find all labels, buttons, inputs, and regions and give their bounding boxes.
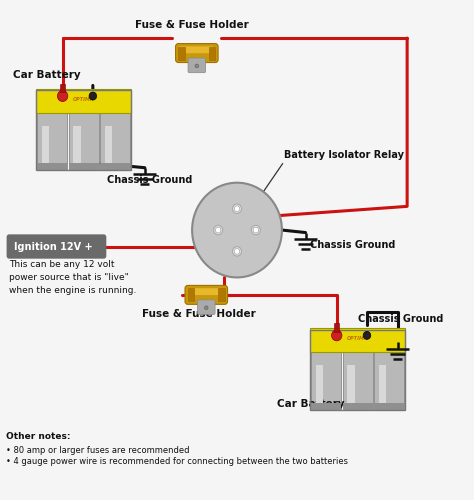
Bar: [310, 330, 405, 409]
Text: power source that is "live": power source that is "live": [9, 274, 129, 282]
Bar: [209, 46, 215, 60]
Bar: [311, 352, 341, 410]
Bar: [37, 164, 67, 170]
FancyBboxPatch shape: [310, 328, 405, 352]
Text: OPTIMA: OPTIMA: [346, 336, 368, 342]
Circle shape: [216, 227, 221, 233]
Circle shape: [57, 90, 68, 102]
Text: when the engine is running.: when the engine is running.: [9, 286, 137, 296]
Circle shape: [233, 204, 241, 214]
Bar: [73, 126, 81, 166]
Bar: [218, 288, 225, 302]
Circle shape: [204, 306, 208, 310]
Bar: [347, 366, 355, 406]
FancyBboxPatch shape: [36, 89, 131, 113]
FancyBboxPatch shape: [198, 300, 215, 314]
Text: Car Battery: Car Battery: [277, 399, 345, 409]
FancyBboxPatch shape: [185, 286, 228, 304]
Text: Car Battery: Car Battery: [12, 70, 80, 80]
Text: Chassis Ground: Chassis Ground: [357, 314, 443, 324]
Text: This can be any 12 volt: This can be any 12 volt: [9, 260, 115, 270]
Circle shape: [192, 182, 282, 278]
Bar: [374, 402, 404, 409]
FancyBboxPatch shape: [188, 288, 222, 295]
Text: Chassis Ground: Chassis Ground: [310, 240, 396, 250]
Circle shape: [363, 332, 371, 340]
Circle shape: [251, 226, 260, 235]
Text: • 4 gauge power wire is recommended for connecting between the two batteries: • 4 gauge power wire is recommended for …: [6, 457, 348, 466]
Text: Battery Isolator Relay: Battery Isolator Relay: [284, 150, 404, 160]
FancyBboxPatch shape: [179, 46, 213, 53]
Bar: [42, 126, 49, 166]
Text: Ignition 12V +: Ignition 12V +: [14, 242, 92, 252]
Text: Fuse & Fuse Holder: Fuse & Fuse Holder: [136, 20, 249, 30]
Circle shape: [253, 227, 258, 233]
Bar: [374, 352, 404, 410]
Bar: [188, 288, 194, 302]
Bar: [100, 113, 130, 170]
Text: Fuse & Fuse Holder: Fuse & Fuse Holder: [143, 310, 256, 320]
Text: OPTIMA: OPTIMA: [73, 97, 94, 102]
Circle shape: [195, 64, 199, 68]
Text: • 80 amp or larger fuses are recommended: • 80 amp or larger fuses are recommended: [6, 446, 190, 455]
Text: Chassis Ground: Chassis Ground: [107, 174, 192, 184]
Circle shape: [233, 246, 241, 256]
Bar: [36, 90, 131, 170]
Circle shape: [214, 226, 223, 235]
Bar: [69, 164, 99, 170]
FancyBboxPatch shape: [7, 235, 106, 258]
Bar: [343, 402, 373, 409]
Circle shape: [234, 206, 240, 212]
Bar: [178, 46, 185, 60]
Circle shape: [331, 330, 342, 341]
Bar: [105, 126, 112, 166]
Text: Other notes:: Other notes:: [6, 432, 71, 442]
FancyBboxPatch shape: [175, 44, 218, 62]
Bar: [316, 366, 323, 406]
Circle shape: [234, 248, 240, 254]
Bar: [334, 324, 339, 332]
FancyBboxPatch shape: [188, 58, 206, 72]
Bar: [343, 352, 373, 410]
Bar: [69, 113, 99, 170]
Bar: [37, 113, 67, 170]
Bar: [311, 402, 341, 409]
Bar: [100, 164, 130, 170]
Bar: [60, 84, 65, 92]
Circle shape: [89, 92, 97, 100]
Bar: [379, 366, 386, 406]
